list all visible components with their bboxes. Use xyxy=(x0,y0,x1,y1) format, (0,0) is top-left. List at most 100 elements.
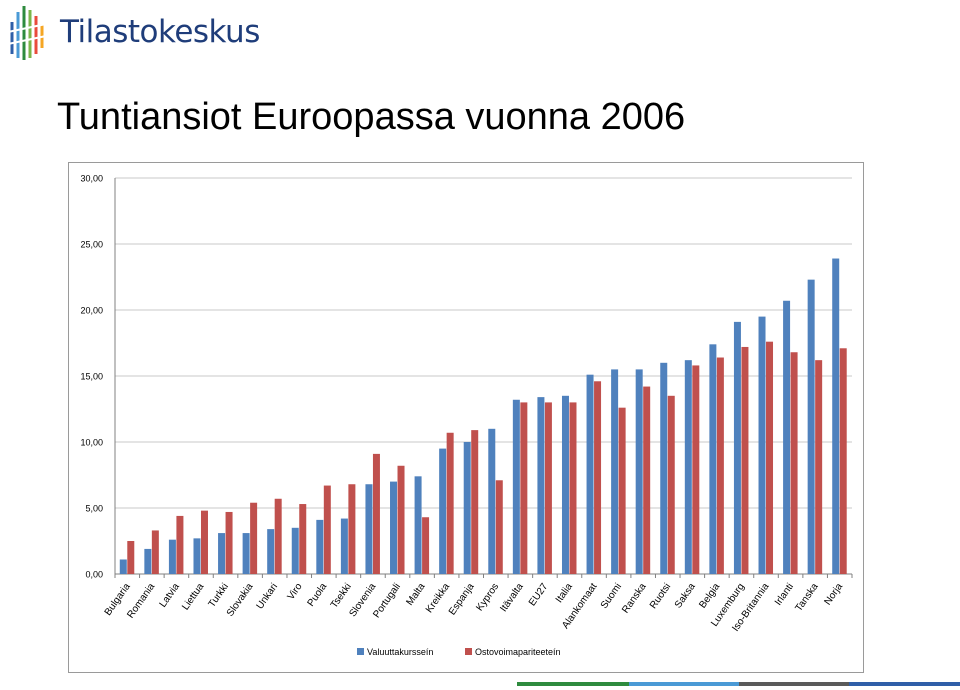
footer-stripe-darkblue xyxy=(849,682,960,686)
footer-stripe-gray xyxy=(739,682,849,686)
bar-valuutta xyxy=(758,316,766,574)
x-tick-label: Itävalta xyxy=(498,581,526,614)
bar-ostovoima xyxy=(815,360,823,574)
bar-ostovoima xyxy=(741,346,749,574)
bar-ostovoima xyxy=(667,395,675,574)
bar-ostovoima xyxy=(643,386,651,574)
footer-stripe-green xyxy=(517,682,629,686)
bar-valuutta xyxy=(783,300,791,574)
bar-ostovoima xyxy=(692,365,700,574)
bar-valuutta xyxy=(193,538,201,574)
x-tick-label: Malta xyxy=(405,581,428,608)
bar-valuutta xyxy=(561,395,569,574)
bar-ostovoima xyxy=(274,498,282,574)
bar-ostovoima xyxy=(323,485,331,574)
bar-valuutta xyxy=(684,360,692,574)
x-tick-label: Irlanti xyxy=(773,581,796,607)
x-tick-label: Viro xyxy=(286,581,305,602)
bar-ostovoima xyxy=(127,541,135,574)
bar-ostovoima xyxy=(839,348,847,574)
x-tick-label: Kypros xyxy=(474,581,501,613)
bar-valuutta xyxy=(365,484,373,574)
bar-valuutta xyxy=(390,481,398,574)
bar-valuutta xyxy=(832,258,840,574)
bar-ostovoima xyxy=(716,357,724,574)
legend-label: Ostovoimapariteeteín xyxy=(475,647,561,657)
bar-ostovoima xyxy=(766,341,774,574)
bar-ostovoima xyxy=(348,484,356,574)
y-tick-label: 30,00 xyxy=(80,174,103,184)
x-tick-label: EU27 xyxy=(527,581,551,608)
legend-swatch xyxy=(465,648,472,655)
bar-ostovoima xyxy=(544,402,552,574)
x-tick-label: Liettua xyxy=(180,581,206,612)
bar-valuutta xyxy=(267,529,275,574)
x-tick-label: Espanja xyxy=(447,581,477,617)
bar-valuutta xyxy=(586,374,594,574)
bar-ostovoima xyxy=(151,530,159,574)
x-tick-label: Tsekki xyxy=(329,581,354,610)
bar-valuutta xyxy=(463,442,471,574)
y-tick-label: 5,00 xyxy=(85,504,103,514)
bar-valuutta xyxy=(635,369,643,574)
y-tick-label: 10,00 xyxy=(80,438,103,448)
x-tick-label: Turkki xyxy=(207,581,231,609)
chart-frame: 0,00 5,00 10,00 15,00 20,00 25,00 30,00 Bulgari… xyxy=(68,162,864,673)
bar-ostovoima xyxy=(594,381,602,574)
bar-valuutta xyxy=(439,448,447,574)
bar-ostovoima xyxy=(471,430,479,574)
bar-ostovoima xyxy=(446,432,454,574)
bar-valuutta xyxy=(119,559,127,574)
bar-valuutta xyxy=(488,428,496,574)
x-tick-label: Norja xyxy=(822,581,845,607)
bar-ostovoima xyxy=(520,402,528,574)
x-tick-label: Saksa xyxy=(673,581,698,610)
tilastokeskus-logo-icon xyxy=(7,6,47,60)
tilastokeskus-logo: Tilastokeskus xyxy=(4,2,260,62)
y-tick-label: 20,00 xyxy=(80,306,103,316)
bar-valuutta xyxy=(316,519,324,574)
bar-ostovoima xyxy=(618,407,626,574)
legend-label: Valuuttakursseín xyxy=(367,647,433,657)
x-tick-label: Italia xyxy=(554,581,575,605)
bar-ostovoima xyxy=(422,517,430,574)
bar-chart: 0,005,0010,0015,0020,0025,0030,00Bulgari… xyxy=(80,174,853,657)
bar-ostovoima xyxy=(569,402,577,574)
bar-ostovoima xyxy=(299,504,307,574)
bar-ostovoima xyxy=(790,352,798,574)
bar-valuutta xyxy=(414,476,422,574)
bar-valuutta xyxy=(512,399,520,574)
bar-ostovoima xyxy=(225,511,233,574)
x-tick-label: Puola xyxy=(306,581,330,609)
bar-ostovoima xyxy=(372,453,380,574)
bar-valuutta xyxy=(611,369,619,574)
x-tick-label: Ranska xyxy=(620,581,649,615)
bar-ostovoima xyxy=(495,480,503,574)
x-tick-label: Belgia xyxy=(697,581,722,610)
bar-valuutta xyxy=(218,533,226,574)
x-tick-label: Unkari xyxy=(255,581,281,611)
bar-valuutta xyxy=(242,533,250,574)
x-tick-label: Tanska xyxy=(793,581,820,614)
bar-valuutta xyxy=(709,344,717,574)
x-tick-label: Ruotsi xyxy=(648,581,673,611)
x-tick-label: Latvia xyxy=(158,581,183,610)
bar-ostovoima xyxy=(397,465,405,574)
bar-valuutta xyxy=(660,362,668,574)
bar-ostovoima xyxy=(200,510,208,574)
bar-valuutta xyxy=(168,539,176,574)
bar-valuutta xyxy=(807,279,815,574)
bar-valuutta xyxy=(340,518,348,574)
bar-ostovoima xyxy=(250,502,258,574)
bar-valuutta xyxy=(537,397,545,574)
y-tick-label: 0,00 xyxy=(85,570,103,580)
y-tick-label: 25,00 xyxy=(80,240,103,250)
bar-valuutta xyxy=(144,548,152,574)
bar-ostovoima xyxy=(176,515,184,574)
y-tick-label: 15,00 xyxy=(80,372,103,382)
footer-stripe-blue xyxy=(629,682,739,686)
legend-swatch xyxy=(357,648,364,655)
brand-name: Tilastokeskus xyxy=(60,14,260,50)
x-tick-label: Suomi xyxy=(599,581,624,611)
bar-valuutta xyxy=(733,321,741,574)
